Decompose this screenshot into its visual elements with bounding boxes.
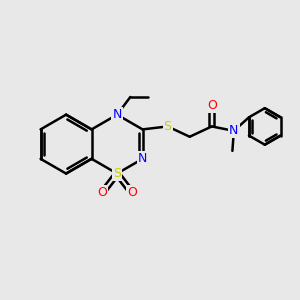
Text: O: O <box>207 99 217 112</box>
Text: N: N <box>112 108 122 121</box>
Text: N: N <box>138 152 147 165</box>
Text: N: N <box>229 124 239 137</box>
Text: O: O <box>98 186 107 199</box>
Text: S: S <box>113 167 121 180</box>
Text: O: O <box>127 186 137 199</box>
Text: S: S <box>164 120 172 133</box>
